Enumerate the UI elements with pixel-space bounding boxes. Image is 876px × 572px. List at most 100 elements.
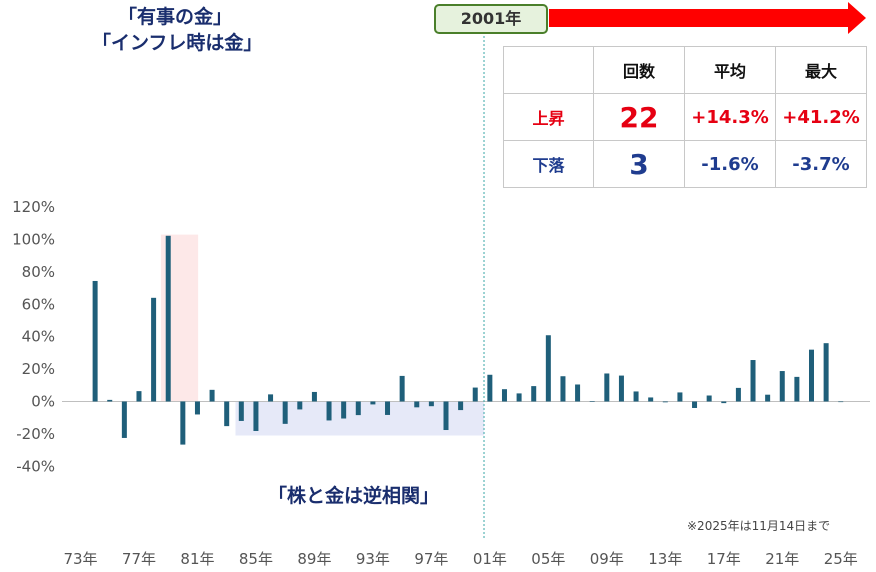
bar — [516, 393, 522, 402]
stats-up-count: 22 — [593, 93, 685, 141]
bar — [180, 401, 186, 445]
bar — [165, 235, 171, 402]
post-2001-arrow — [549, 2, 866, 34]
bar — [809, 349, 814, 402]
x-tick-label: 09年 — [590, 550, 624, 568]
bar — [92, 280, 98, 402]
bar — [209, 389, 215, 402]
stats-down-max: -3.7% — [775, 140, 867, 188]
bar — [531, 386, 537, 402]
bar — [662, 401, 668, 403]
y-tick-label: 120% — [12, 198, 55, 216]
stats-header-blank — [503, 46, 594, 94]
x-tick-label: 21年 — [765, 550, 799, 568]
y-tick-label: 0% — [31, 393, 55, 411]
bar — [706, 395, 712, 402]
bar — [311, 391, 317, 402]
bar — [487, 374, 493, 402]
stats-down-count: 3 — [593, 140, 685, 188]
y-tick-label: -20% — [16, 425, 55, 443]
bar — [575, 384, 581, 402]
bar — [794, 376, 800, 402]
x-tick-label: 81年 — [180, 550, 214, 568]
bar — [721, 401, 727, 404]
stats-up-label: 上昇 — [503, 93, 594, 141]
stats-down-avg: -1.6% — [684, 140, 776, 188]
stats-down-label: 下落 — [503, 140, 594, 188]
x-axis: 73年 77年 81年 85年 89年 93年 97年 01年 05年 09年 13年 17年 21年 2… — [63, 550, 857, 568]
bar — [224, 401, 230, 427]
bar — [355, 401, 361, 416]
bar — [107, 399, 113, 402]
bar — [618, 375, 624, 402]
bar — [472, 387, 478, 402]
bar — [545, 335, 551, 402]
bar — [370, 401, 376, 405]
stats-header-max: 最大 — [775, 46, 867, 94]
haven-line-1: 「有事の金」 — [118, 6, 233, 28]
bar — [735, 387, 741, 402]
bar — [399, 375, 405, 402]
bar — [194, 401, 200, 415]
bar — [151, 297, 157, 402]
x-tick-label: 01年 — [473, 550, 507, 568]
footnote: ※2025年は11月14日まで — [687, 519, 831, 533]
y-axis: -40% -20% 0% 20% 40% 60% 80% 100% 120% — [12, 198, 55, 475]
y-tick-label: 20% — [22, 360, 55, 378]
bar — [253, 401, 259, 431]
bar — [633, 391, 639, 402]
x-tick-label: 05年 — [531, 550, 565, 568]
haven-annotation: 「有事の金」 「インフレ時は金」 — [92, 4, 262, 56]
bar — [341, 401, 347, 419]
bar — [238, 401, 244, 421]
x-tick-label: 89年 — [297, 550, 331, 568]
bar — [414, 401, 420, 408]
x-tick-label: 97年 — [414, 550, 448, 568]
year-2001-badge: 2001年 — [434, 4, 548, 34]
bar — [326, 401, 332, 421]
stats-header-avg: 平均 — [684, 46, 776, 94]
bar — [268, 394, 274, 402]
x-tick-label: 17年 — [707, 550, 741, 568]
stats-header-count: 回数 — [593, 46, 685, 94]
stats-header-row: 回数 平均 最大 — [503, 46, 867, 94]
x-tick-label: 85年 — [239, 550, 273, 568]
bar — [136, 391, 142, 402]
bar — [458, 401, 464, 411]
stats-up-max: +41.2% — [775, 93, 867, 141]
bar — [589, 401, 595, 402]
bar — [677, 392, 683, 402]
y-tick-label: 80% — [22, 263, 55, 281]
stats-table: 回数 平均 最大 上昇 22 +14.3% +41.2% 下落 3 -1.6% … — [503, 46, 867, 188]
bar — [823, 343, 829, 402]
x-tick-label: 77年 — [122, 550, 156, 568]
inverse-annotation: 「株と金は逆相関」 — [268, 485, 440, 507]
x-tick-label: 25年 — [824, 550, 858, 568]
stats-row-down: 下落 3 -1.6% -3.7% — [503, 140, 867, 188]
x-tick-label: 73年 — [63, 550, 97, 568]
stats-row-up: 上昇 22 +14.3% +41.2% — [503, 93, 867, 141]
stats-up-avg: +14.3% — [684, 93, 776, 141]
bar — [297, 401, 303, 410]
bar — [282, 401, 288, 424]
y-tick-label: 40% — [22, 328, 55, 346]
bar — [428, 401, 434, 407]
bar — [750, 360, 756, 402]
bar — [443, 401, 449, 431]
x-tick-label: 93年 — [356, 550, 390, 568]
x-tick-label: 13年 — [648, 550, 682, 568]
bar — [692, 401, 698, 408]
y-tick-label: 100% — [12, 231, 55, 249]
bar — [838, 401, 844, 403]
bar — [501, 389, 507, 402]
bar-series — [92, 235, 844, 445]
bar — [121, 401, 127, 438]
y-tick-label: -40% — [16, 457, 55, 475]
bar — [765, 394, 771, 402]
bar — [648, 397, 654, 402]
bar — [604, 373, 610, 402]
bar — [385, 401, 391, 415]
haven-line-2: 「インフレ時は金」 — [92, 32, 263, 54]
y-tick-label: 60% — [22, 295, 55, 313]
